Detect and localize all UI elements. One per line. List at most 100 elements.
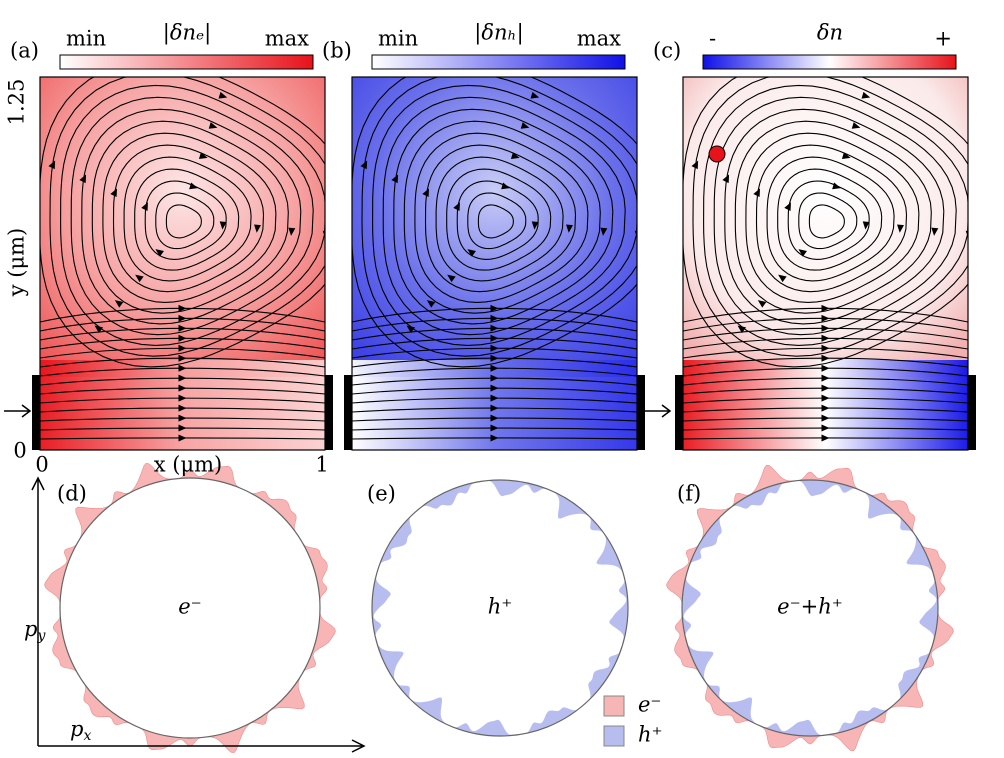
streamline: [112, 144, 265, 293]
arrowhead: [821, 324, 830, 332]
arrowhead: [155, 249, 164, 257]
streamline: [787, 180, 870, 260]
fermi-circle: [60, 478, 320, 738]
streamline: [382, 96, 626, 336]
hole-lobes: [373, 480, 627, 736]
arrowhead: [897, 224, 905, 233]
momentum-axes: [31, 476, 366, 753]
panel-label: (f): [677, 482, 701, 506]
arrowhead: [798, 249, 807, 257]
streamline: [745, 132, 920, 303]
legend-label: e⁻: [638, 693, 662, 717]
momentum-panel: (f) e⁻+h⁺: [666, 464, 954, 752]
arrowhead: [490, 344, 499, 352]
panel-label: (e): [367, 482, 396, 506]
arrowhead: [821, 304, 830, 312]
arrowhead: [94, 325, 104, 334]
streamline: [81, 108, 302, 325]
arrowhead: [391, 174, 399, 184]
contact: [32, 375, 40, 450]
arrowhead: [490, 394, 499, 402]
top-panels: (a) min |δnₑ| max (b) min |δnₕ| max (c) - δn +: [10, 21, 976, 451]
streamline: [777, 168, 883, 271]
colorbar-title: |δnₕ|: [474, 21, 523, 46]
arrowhead: [208, 122, 218, 129]
channel-background: [683, 360, 968, 450]
arrowhead: [821, 354, 830, 362]
fermi-outline: [371, 479, 629, 737]
panel: (b) min |δnₕ| max: [322, 21, 645, 451]
arrowhead: [178, 364, 187, 372]
arrowhead: [778, 274, 787, 283]
arrowhead: [178, 414, 187, 422]
colorbar: [371, 54, 626, 70]
contact: [968, 375, 976, 450]
streamline: [435, 156, 564, 282]
arrowhead: [490, 374, 499, 382]
arrowhead: [178, 334, 187, 342]
arrowhead: [218, 91, 228, 99]
streamline: [683, 77, 968, 368]
legend-label: h⁺: [638, 723, 663, 747]
arrowhead: [737, 325, 747, 334]
arrowhead: [821, 334, 830, 342]
arrowhead: [510, 152, 520, 160]
arrowhead: [178, 304, 187, 312]
streamlines: [40, 77, 325, 442]
contact: [344, 375, 352, 450]
inflow-arrow: [644, 404, 672, 418]
colorbar-max: max: [265, 27, 309, 51]
arrowhead: [254, 224, 262, 233]
arrowhead: [861, 91, 871, 99]
arrowhead: [821, 314, 830, 322]
colorbar-min: -: [709, 27, 716, 51]
momentum-panel: (e) h⁺: [367, 479, 629, 737]
arrowhead: [178, 314, 187, 322]
streamlines: [683, 77, 968, 442]
arrowhead: [422, 188, 430, 198]
panel: (a) min |δnₑ| max: [10, 21, 333, 451]
arrowhead: [691, 160, 699, 170]
streamline: [49, 77, 325, 357]
streamline: [70, 96, 314, 336]
arrowhead: [600, 227, 608, 236]
panel-label: (a): [10, 39, 39, 63]
streamline: [361, 77, 637, 357]
streamline: [713, 96, 957, 336]
arrowhead: [447, 274, 456, 283]
streamline: [403, 120, 601, 314]
panel-label: (d): [57, 482, 87, 506]
arrowhead: [501, 182, 510, 190]
arrowhead: [490, 304, 499, 312]
streamline: [424, 144, 577, 293]
arrowhead: [862, 221, 870, 230]
colorbar: [702, 54, 957, 70]
arrowhead: [178, 374, 187, 382]
arrowhead: [48, 160, 56, 170]
streamline: [165, 204, 202, 239]
arrowhead: [360, 160, 368, 170]
streamline: [91, 120, 289, 314]
panel: (c) - δn +: [653, 21, 976, 451]
arrowhead: [135, 274, 144, 283]
arrowhead: [406, 325, 416, 334]
arrowhead: [178, 384, 187, 392]
streamline: [798, 192, 858, 250]
colorbar: [59, 54, 314, 70]
arrowhead: [821, 394, 830, 402]
arrowhead: [178, 354, 187, 362]
marker-dot: [708, 145, 726, 163]
arrowhead: [79, 174, 87, 184]
fermi-outline: [681, 479, 939, 737]
arrowhead: [821, 364, 830, 372]
colorbar-title: δn: [817, 21, 843, 45]
arrowhead: [467, 249, 476, 257]
panel-frame: [351, 76, 638, 451]
arrowhead: [490, 404, 499, 412]
carrier-label: h⁺: [488, 595, 513, 619]
arrowhead: [114, 300, 124, 308]
streamlines: [352, 77, 637, 442]
arrowhead: [821, 404, 830, 412]
arrowhead: [178, 344, 187, 352]
arrowhead: [821, 384, 830, 392]
